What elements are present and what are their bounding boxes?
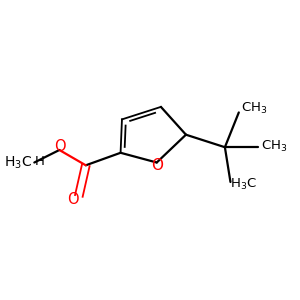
Text: O: O [54, 139, 66, 154]
Text: O: O [151, 158, 163, 173]
Text: H: H [34, 155, 44, 168]
Text: $\mathregular{CH_3}$: $\mathregular{CH_3}$ [260, 139, 287, 154]
Text: $\mathregular{H_3C}$: $\mathregular{H_3C}$ [230, 177, 257, 192]
Text: O: O [67, 192, 79, 207]
Text: $\mathregular{H_3C}$: $\mathregular{H_3C}$ [4, 154, 32, 171]
Text: $\mathregular{CH_3}$: $\mathregular{CH_3}$ [241, 101, 268, 116]
